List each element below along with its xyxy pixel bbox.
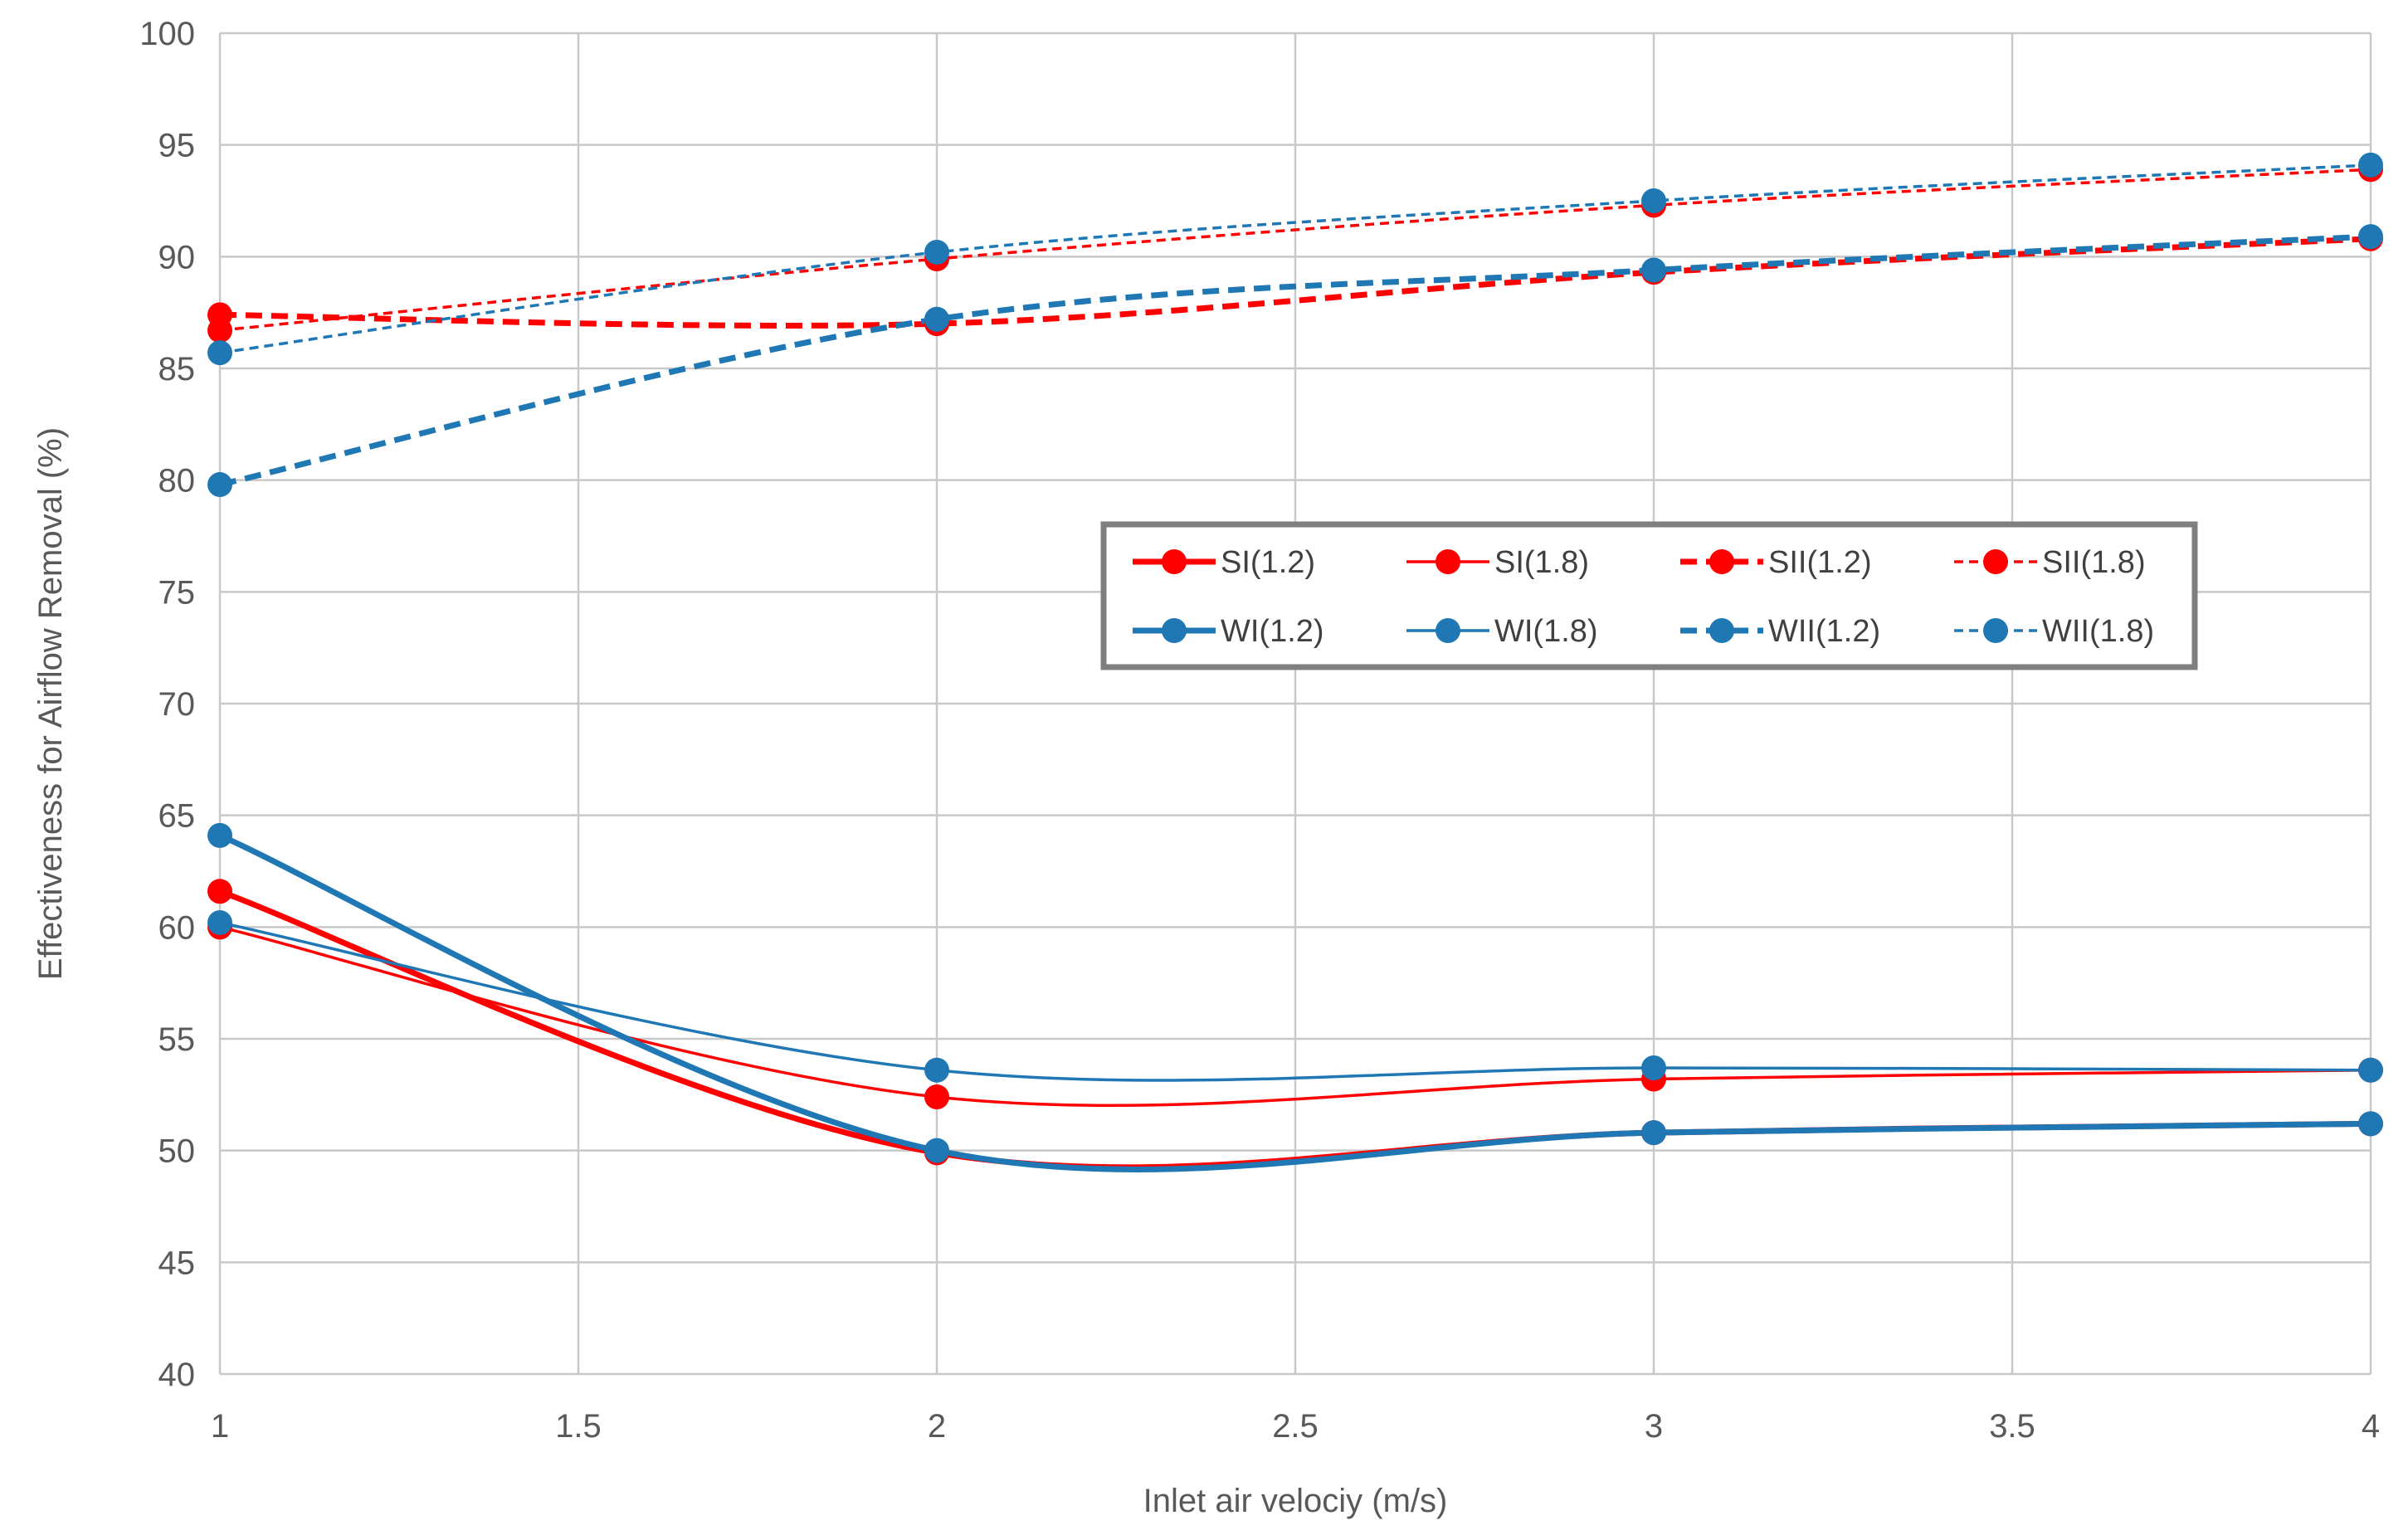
series-line-si-1-8: [219, 925, 2371, 1108]
data-point-wi-1-2: [2358, 1111, 2383, 1137]
data-point-wi-1-8: [207, 909, 232, 935]
data-point-wii-1-2: [207, 472, 232, 498]
data-point-sii-1-8: [207, 318, 232, 344]
y-tick-label: 70: [158, 686, 196, 723]
gridlines: [218, 32, 2372, 1376]
legend-marker-wi-1-2: [1162, 618, 1187, 643]
data-point-wii-1-2: [2358, 224, 2383, 250]
data-point-wii-1-2: [924, 306, 949, 332]
legend-marker-wii-1-8: [1983, 618, 2008, 643]
y-tick-label: 40: [158, 1357, 196, 1393]
y-tick-label: 100: [139, 16, 195, 52]
legend: SI(1.2) SI(1.8) SII(1.2) SII(1.8) WI(1.2) WI(…: [1100, 521, 2198, 670]
legend-label-sii-1-2: SII(1.2): [1768, 545, 1872, 580]
legend-label-wii-1-2: WII(1.2): [1768, 614, 1880, 649]
legend-marker-sii-1-8: [1983, 549, 2008, 574]
data-point-wii-1-8: [924, 239, 949, 265]
data-point-wii-1-8: [207, 340, 232, 366]
x-tick-label: 2: [928, 1408, 946, 1445]
legend-label-wii-1-8: WII(1.8): [2042, 614, 2154, 649]
tick-labels: 40 45 50 55 60 65 70 75 80 85 90 95 100 1 1.5 2 2.5 3 3.5 4: [139, 16, 2380, 1445]
y-tick-label: 95: [158, 128, 196, 164]
data-point-wii-1-2: [1641, 257, 1666, 283]
y-tick-label: 50: [158, 1133, 196, 1170]
data-point-wi-1-8: [1641, 1055, 1666, 1081]
x-axis-title: Inlet air velociy (m/s): [1143, 1483, 1448, 1519]
data-point-wi-1-2: [1641, 1120, 1666, 1146]
data-point-wii-1-8: [1641, 188, 1666, 213]
x-tick-label: 3: [1645, 1408, 1663, 1445]
data-point-si-1-8: [924, 1084, 949, 1110]
legend-marker-sii-1-2: [1709, 549, 1734, 574]
series-line-sii-1-8: [219, 168, 2371, 332]
x-tick-label: 3.5: [1989, 1408, 2035, 1445]
data-point-si-1-2: [207, 879, 232, 904]
series-line-wi-1-2: [218, 832, 2371, 1172]
series-line-wi-1-8: [219, 921, 2371, 1082]
legend-label-sii-1-8: SII(1.8): [2042, 545, 2146, 580]
legend-label-wi-1-2: WI(1.2): [1221, 614, 1324, 649]
x-tick-label: 1.5: [555, 1408, 602, 1445]
series-markers: [207, 152, 2383, 1166]
series-lines: [218, 163, 2371, 1172]
legend-box: [1100, 521, 2198, 670]
y-tick-label: 60: [158, 909, 196, 946]
legend-marker-si-1-8: [1436, 549, 1460, 574]
data-point-wi-1-8: [924, 1057, 949, 1083]
series-line-wii-1-2: [219, 233, 2371, 488]
legend-label-si-1-2: SI(1.2): [1221, 545, 1315, 580]
x-tick-label: 2.5: [1272, 1408, 1319, 1445]
y-tick-label: 85: [158, 351, 196, 387]
legend-marker-wi-1-8: [1436, 618, 1460, 643]
legend-marker-wii-1-2: [1709, 618, 1734, 643]
series-line-wii-1-8: [219, 163, 2371, 354]
y-tick-label: 75: [158, 574, 196, 611]
data-point-wi-1-2: [207, 822, 232, 848]
y-axis-title: Effectiveness for Airflow Removal (%): [32, 427, 69, 980]
x-tick-label: 4: [2362, 1408, 2380, 1445]
y-tick-label: 80: [158, 463, 196, 499]
data-point-wii-1-8: [2358, 152, 2383, 178]
data-point-wi-1-2: [924, 1138, 949, 1163]
y-tick-label: 65: [158, 798, 196, 835]
legend-marker-si-1-2: [1162, 549, 1187, 574]
y-tick-label: 90: [158, 239, 196, 275]
legend-label-wi-1-8: WI(1.8): [1494, 614, 1598, 649]
y-tick-label: 45: [158, 1245, 196, 1281]
y-tick-label: 55: [158, 1021, 196, 1058]
x-tick-label: 1: [211, 1408, 229, 1445]
data-point-wi-1-8: [2358, 1057, 2383, 1083]
legend-label-si-1-8: SI(1.8): [1494, 545, 1589, 580]
